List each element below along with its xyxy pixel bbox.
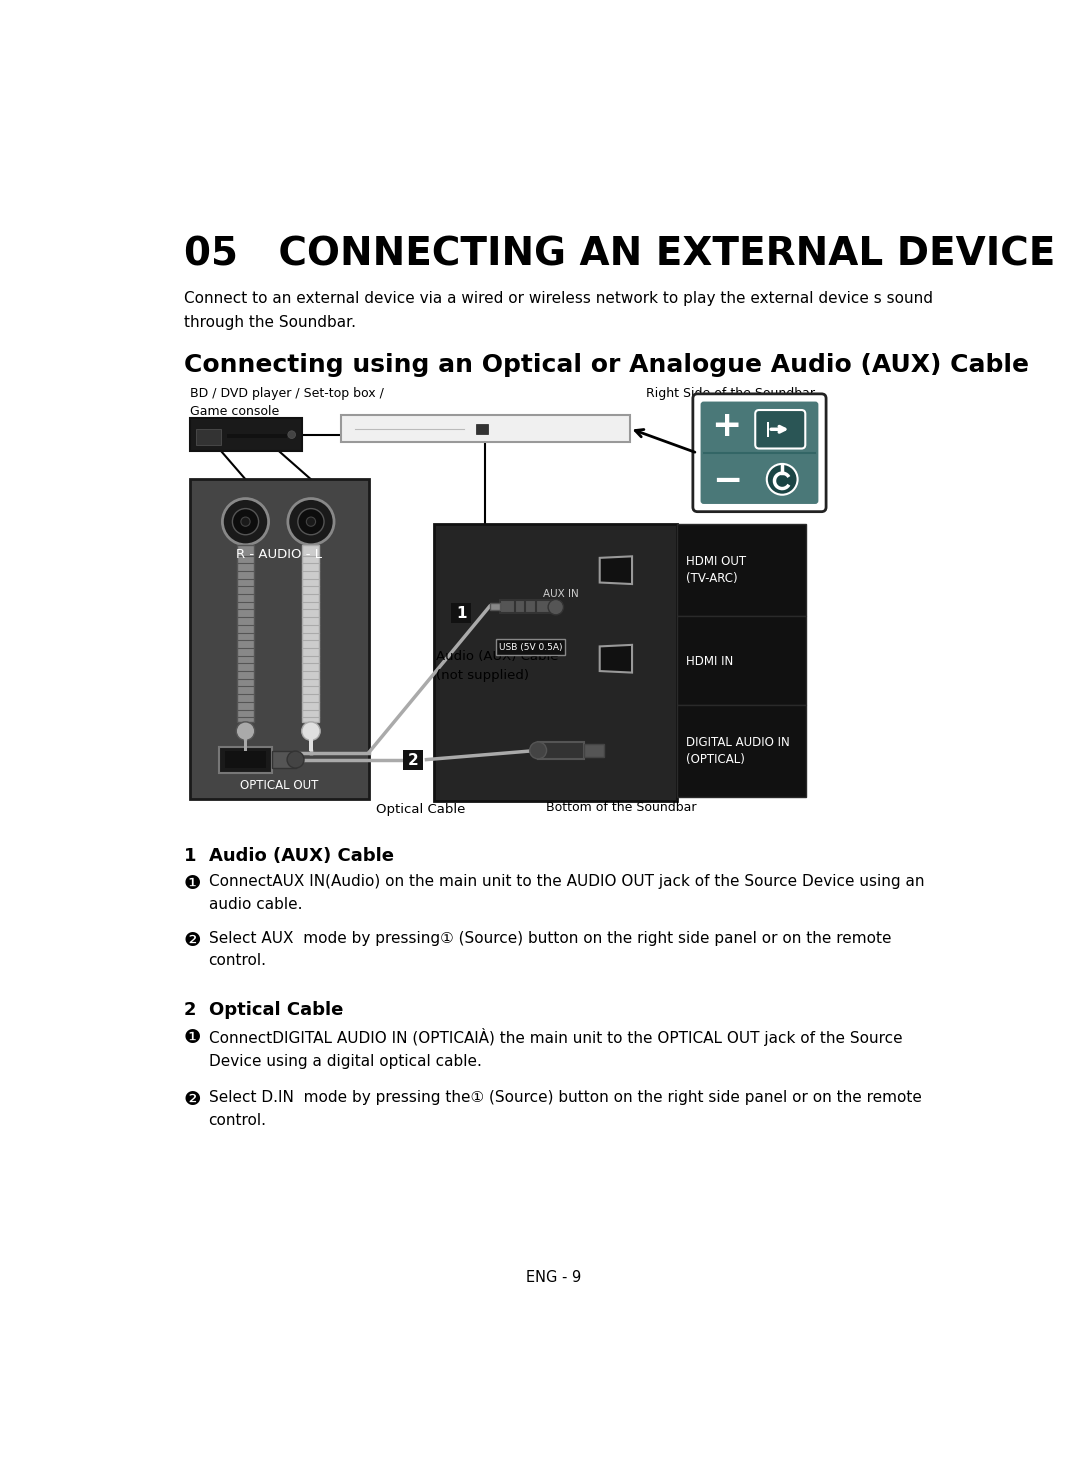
Bar [767,422,769,436]
Circle shape [767,464,798,494]
Text: ❶: ❶ [184,1028,201,1047]
Text: Optical Cable: Optical Cable [377,803,465,816]
Text: BD / DVD player / Set-top box /
Game console: BD / DVD player / Set-top box / Game con… [190,387,383,419]
FancyBboxPatch shape [755,410,806,448]
Bar [190,419,301,451]
FancyBboxPatch shape [693,393,826,512]
Bar [489,602,500,611]
Bar [226,751,266,768]
Bar [244,731,247,751]
Circle shape [237,722,255,741]
Text: 2  Optical Cable: 2 Optical Cable [184,1001,343,1019]
Bar [272,751,296,768]
Bar [451,603,471,623]
Text: AUX IN: AUX IN [543,589,579,599]
Circle shape [288,498,334,544]
Text: USB (5V 0.5A): USB (5V 0.5A) [499,643,563,652]
Circle shape [529,742,546,759]
Text: Select D.IN  mode by pressing the① (Source) button on the right side panel or on: Select D.IN mode by pressing the① (Sourc… [208,1090,921,1127]
Bar [434,524,677,802]
Bar [677,705,806,797]
FancyBboxPatch shape [701,402,819,504]
Text: DIGITAL AUDIO IN
(OPTICAL): DIGITAL AUDIO IN (OPTICAL) [686,737,789,766]
Text: ENG - 9: ENG - 9 [526,1270,581,1285]
Polygon shape [599,556,632,584]
Circle shape [549,599,564,615]
Bar [302,544,320,722]
Text: Bottom of the Soundbar: Bottom of the Soundbar [545,802,697,813]
Circle shape [232,509,258,535]
Bar [677,617,806,705]
Circle shape [301,722,320,741]
Text: 1: 1 [456,606,467,621]
Bar [309,731,313,751]
Text: Connecting using an Optical or Analogue Audio (AUX) Cable: Connecting using an Optical or Analogue … [184,353,1029,377]
Text: ❷: ❷ [184,1090,201,1109]
Text: Connect to an external device via a wired or wireless network to play the extern: Connect to an external device via a wire… [184,291,933,330]
Text: 1  Audio (AUX) Cable: 1 Audio (AUX) Cable [184,847,394,865]
Text: ❷: ❷ [184,930,201,950]
Bar [403,750,423,771]
Polygon shape [599,645,632,673]
Bar [677,524,806,617]
Bar [218,747,272,772]
Bar [341,414,630,442]
Bar [197,429,220,445]
Bar [584,744,604,757]
Text: HDMI IN: HDMI IN [686,655,733,667]
Text: Right Side of the Soundbar: Right Side of the Soundbar [646,387,815,399]
Bar [475,424,488,433]
Text: 2: 2 [408,753,419,768]
Text: Select AUX  mode by pressing① (Source) button on the right side panel or on the : Select AUX mode by pressing① (Source) bu… [208,930,891,969]
Circle shape [222,498,269,544]
Circle shape [288,430,296,438]
Circle shape [298,509,324,535]
Bar [190,479,368,799]
Text: 05   CONNECTING AN EXTERNAL DEVICE: 05 CONNECTING AN EXTERNAL DEVICE [184,235,1055,274]
Circle shape [241,518,251,527]
Text: −: − [712,464,742,498]
Circle shape [307,518,315,527]
Bar [496,639,565,655]
Bar [237,544,254,722]
Bar [227,433,287,438]
Text: ConnectDIGITAL AUDIO IN (OPTICAlÀ) the main unit to the OPTICAL OUT jack of the : ConnectDIGITAL AUDIO IN (OPTICAlÀ) the m… [208,1028,902,1069]
Text: +: + [712,410,742,444]
Bar [500,600,557,612]
Text: Audio (AUX) Cable
(not supplied): Audio (AUX) Cable (not supplied) [435,651,558,682]
Bar [538,742,584,759]
Text: ConnectAUX IN(Audio) on the main unit to the AUDIO OUT jack of the Source Device: ConnectAUX IN(Audio) on the main unit to… [208,874,924,913]
Text: HDMI OUT
(TV-ARC): HDMI OUT (TV-ARC) [686,555,746,586]
Text: ❶: ❶ [184,874,201,893]
Text: R - AUDIO - L: R - AUDIO - L [237,549,322,561]
Circle shape [287,751,305,768]
Text: OPTICAL OUT: OPTICAL OUT [240,778,319,791]
